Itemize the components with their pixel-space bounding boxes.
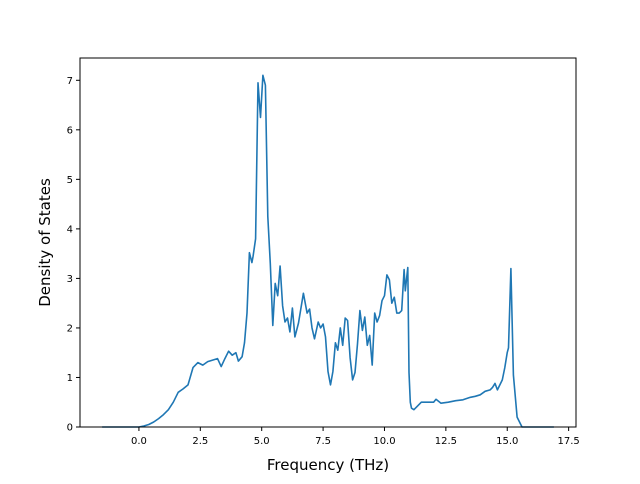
y-tick-label: 3 [67, 274, 73, 285]
x-tick-label: 7.5 [315, 436, 331, 447]
dos-series-line-0 [102, 74, 554, 428]
y-tick-label: 4 [67, 224, 73, 235]
x-tick-label: 2.5 [192, 436, 208, 447]
x-tick-label: 10.0 [373, 436, 395, 447]
y-tick-label: 7 [67, 76, 73, 87]
plot-area [102, 74, 554, 428]
y-tick-label: 0 [67, 423, 73, 434]
x-tick-label: 5.0 [254, 436, 270, 447]
y-axis-label: Density of States [36, 178, 54, 307]
y-tick-label: 2 [67, 323, 73, 334]
y-tick-label: 5 [67, 175, 73, 186]
y-axis-ticks: 0 1 2 3 4 5 6 7 [67, 76, 80, 434]
x-tick-label: 17.5 [558, 436, 580, 447]
x-tick-label: 0.0 [131, 436, 147, 447]
x-axis-label: Frequency (THz) [267, 456, 389, 474]
y-tick-label: 6 [67, 125, 73, 136]
x-tick-label: 12.5 [435, 436, 457, 447]
axes-frame [79, 57, 577, 428]
x-axis-ticks: 0.0 2.5 5.0 7.5 10.0 12.5 15.0 17.5 [131, 427, 580, 447]
x-tick-label: 15.0 [496, 436, 518, 447]
y-tick-label: 1 [67, 373, 73, 384]
